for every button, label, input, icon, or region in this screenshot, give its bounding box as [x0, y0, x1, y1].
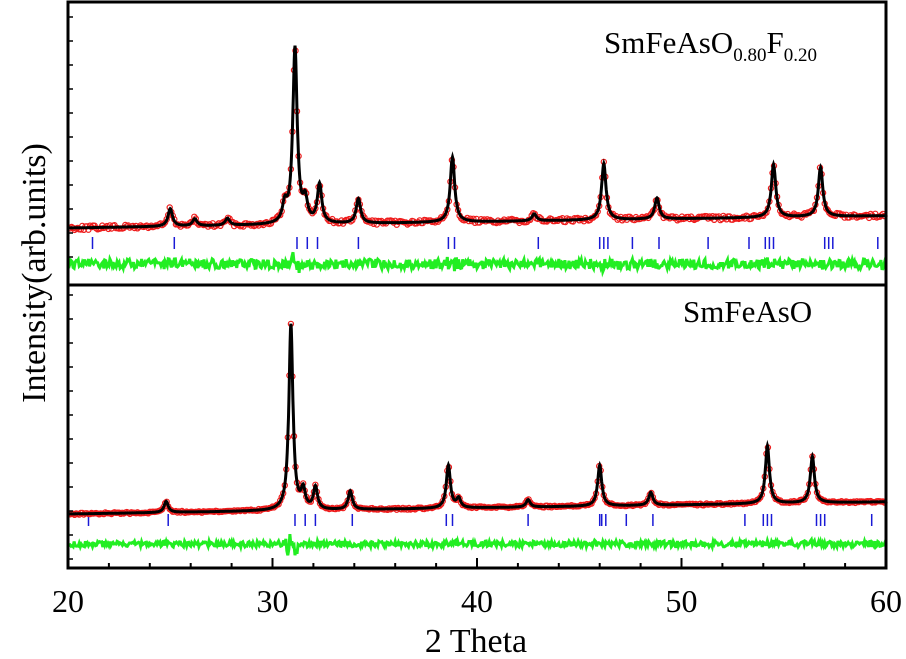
bottom-bragg-ticks [87, 514, 873, 526]
bottom-panel-label: SmFeAsO [683, 294, 812, 329]
x-tick-labels: 20 30 40 50 60 [52, 558, 902, 619]
bottom-panel: SmFeAsO [66, 294, 888, 556]
observed-point [755, 496, 762, 503]
top-label-f: F [766, 25, 783, 60]
difference-curve [66, 251, 888, 278]
observed-point [161, 219, 169, 226]
x-tick-label: 40 [461, 583, 493, 619]
bottom-calculated-curve [68, 323, 886, 516]
top-difference-curve [66, 251, 888, 278]
bottom-difference-curve [66, 533, 888, 556]
top-label-sub1: 0.80 [733, 45, 766, 66]
x-tick-label: 60 [870, 583, 902, 619]
top-panel: SmFeAsO0.80F0.20 [66, 25, 888, 278]
x-tick-label: 50 [666, 583, 698, 619]
x-axis-label: 2 Theta [425, 623, 527, 659]
top-bragg-ticks [91, 237, 879, 249]
top-label-sub2: 0.20 [784, 45, 817, 66]
top-calculated-curve [68, 45, 886, 230]
calculated-curve [68, 323, 886, 516]
top-label-main: SmFeAsO [604, 25, 733, 60]
calculated-curve [68, 45, 886, 230]
difference-curve [66, 533, 888, 556]
top-panel-label: SmFeAsO0.80F0.20 [604, 25, 817, 66]
observed-point [341, 502, 348, 509]
x-tick-label: 30 [257, 583, 289, 619]
observed-point [643, 498, 650, 505]
x-tick-label: 20 [52, 583, 84, 619]
y-axis-label: Intensity(arb.units) [16, 143, 53, 403]
